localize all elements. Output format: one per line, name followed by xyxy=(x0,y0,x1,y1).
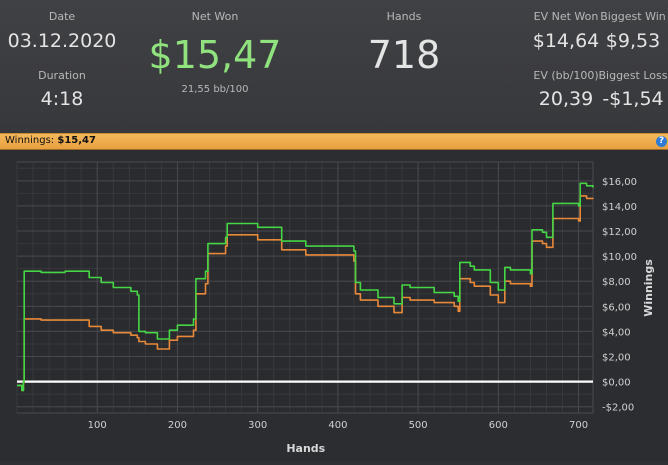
winnings-series-line xyxy=(17,182,594,392)
y-tick-label: $16,00 xyxy=(602,177,637,188)
winnings-bar-text: Winnings: $15,47 xyxy=(5,135,96,146)
y-tick-label: $14,00 xyxy=(602,202,637,213)
winnings-bar-label: Winnings: xyxy=(5,135,55,146)
x-tick-label: 500 xyxy=(409,420,428,431)
biggest-win-value: $9,53 xyxy=(605,30,661,52)
bb100-value: 21,55 bb/100 xyxy=(181,84,249,95)
net-won-value: $15,47 xyxy=(148,33,282,77)
y-tick-label: $8,00 xyxy=(602,277,631,288)
winnings-summary-bar: Winnings: $15,47 ? xyxy=(0,133,668,150)
x-tick-label: 300 xyxy=(248,420,267,431)
x-axis-title: Hands xyxy=(286,442,325,455)
winnings-chart-svg: 100 200 300 400 500 600 700 $16,00 $14,00 $12,00 $… xyxy=(16,161,655,455)
x-tick-label: 400 xyxy=(328,420,347,431)
y-tick-label: $6,00 xyxy=(602,302,631,313)
ev-bb100-label: EV (bb/100) xyxy=(533,69,599,82)
biggest-loss-label: Biggest Loss xyxy=(598,69,668,82)
plot-area xyxy=(16,161,594,414)
net-won-label: Net Won xyxy=(191,10,239,23)
x-tick-label: 200 xyxy=(168,420,187,431)
x-tick-label: 100 xyxy=(88,420,107,431)
y-tick-label: $12,00 xyxy=(602,227,637,238)
winnings-bar-value: $15,47 xyxy=(57,135,96,146)
y-tick-label: $2,00 xyxy=(602,353,631,364)
date-value: 03.12.2020 xyxy=(7,30,117,52)
biggest-win-label: Biggest Win xyxy=(600,10,666,23)
ev-net-won-value: $14,64 xyxy=(532,30,600,52)
date-label: Date xyxy=(48,10,76,23)
winnings-chart: 100 200 300 400 500 600 700 $16,00 $14,00 $12,00 $… xyxy=(0,150,668,461)
y-axis-title: Winnings xyxy=(642,259,655,317)
hands-label: Hands xyxy=(386,10,422,23)
x-tick-label: 600 xyxy=(489,420,508,431)
x-tick-label: 700 xyxy=(569,420,588,431)
ev-net-won-label: EV Net Won xyxy=(533,10,599,23)
ev-bb100-value: 20,39 xyxy=(538,88,594,110)
y-tick-label: $4,00 xyxy=(602,327,631,338)
help-icon[interactable]: ? xyxy=(656,136,667,147)
y-tick-label: -$2,00 xyxy=(602,403,634,414)
y-tick-label: $10,00 xyxy=(602,252,637,263)
y-tick-label: $0,00 xyxy=(602,378,631,389)
duration-label: Duration xyxy=(38,69,86,82)
summary-stats-panel: Date 03.12.2020 Duration 4:18 Net Won $1… xyxy=(0,0,668,133)
duration-value: 4:18 xyxy=(40,88,84,110)
hands-value: 718 xyxy=(367,33,441,77)
biggest-loss-value: -$1,54 xyxy=(602,88,664,110)
